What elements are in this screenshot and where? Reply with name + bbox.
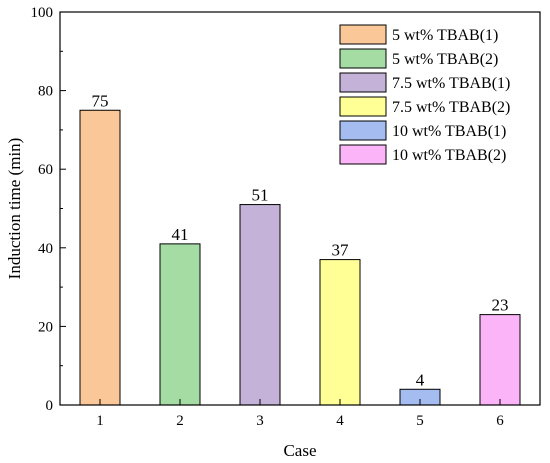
data-label-case-3: 51 [252, 186, 269, 205]
legend-label: 10 wt% TBAB(2) [392, 147, 506, 164]
y-tick-label: 20 [38, 319, 53, 335]
data-label-case-4: 37 [332, 241, 350, 260]
data-label-case-2: 41 [172, 225, 189, 244]
bar-case-1 [79, 109, 121, 406]
bar-case-6 [479, 314, 521, 406]
x-axis-title: Case [283, 441, 316, 460]
plot-frame [59, 11, 541, 406]
data-label-case-1: 75 [92, 91, 109, 110]
data-label-case-6: 23 [492, 296, 509, 315]
legend-swatch [339, 144, 387, 165]
legend: 5 wt% TBAB(1) 5 wt% TBAB(2) 7.5 wt% TBAB(1… [339, 24, 510, 165]
bars-group [79, 109, 521, 406]
x-tick-label: 3 [256, 413, 264, 429]
legend-label: 10 wt% TBAB(1) [392, 123, 506, 140]
bar-case-3 [239, 204, 281, 406]
bar-case-4 [319, 259, 361, 406]
legend-swatch [339, 24, 387, 45]
x-tick-label: 5 [416, 413, 424, 429]
legend-label: 5 wt% TBAB(1) [392, 27, 498, 44]
legend-swatch [339, 120, 387, 141]
legend-label: 7.5 wt% TBAB(1) [392, 75, 510, 92]
y-tick-label: 60 [38, 162, 53, 178]
data-labels-group: 75 41 51 37 4 23 [92, 91, 509, 389]
data-label-case-5: 4 [416, 370, 425, 389]
y-tick-label: 40 [38, 241, 53, 257]
x-tick-label: 6 [496, 413, 504, 429]
bar-case-2 [159, 243, 201, 406]
x-axis: 1 2 3 4 5 6 [96, 399, 504, 429]
legend-label: 5 wt% TBAB(2) [392, 51, 498, 68]
y-axis-title: Induction time (min) [5, 138, 24, 280]
y-tick-label: 0 [46, 398, 54, 414]
x-tick-label: 1 [96, 413, 104, 429]
y-tick-label: 80 [38, 84, 53, 100]
y-tick-label: 100 [31, 5, 54, 21]
y-axis: 0 20 40 60 80 100 [31, 5, 66, 414]
legend-label: 7.5 wt% TBAB(2) [392, 99, 510, 116]
x-tick-label: 2 [176, 413, 184, 429]
legend-swatch [339, 72, 387, 93]
x-tick-label: 4 [336, 413, 344, 429]
legend-swatch [339, 48, 387, 69]
legend-swatch [339, 96, 387, 117]
